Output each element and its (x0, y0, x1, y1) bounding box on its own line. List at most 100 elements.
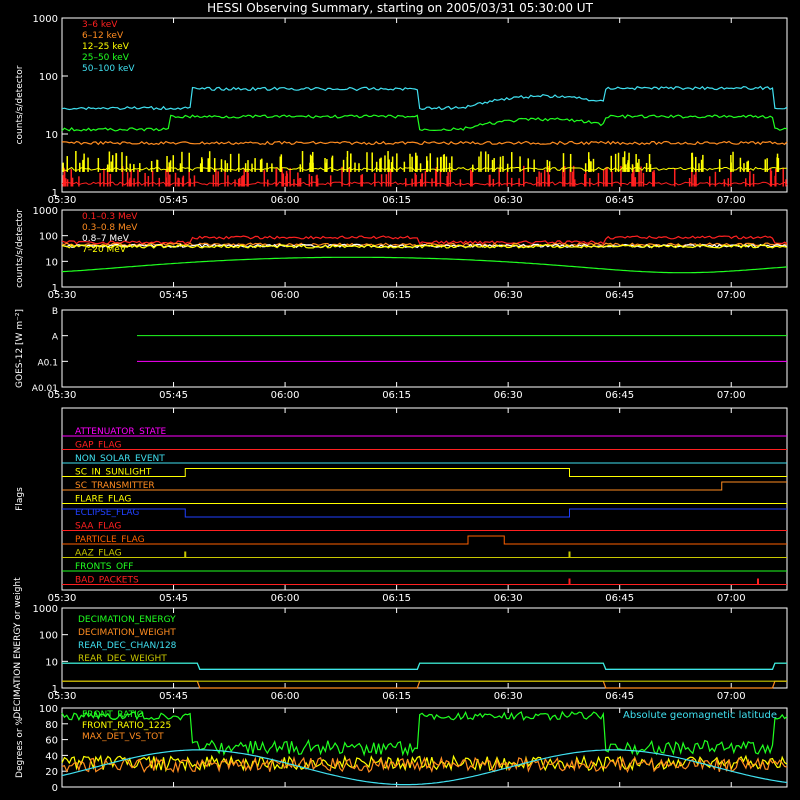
flag-label: BAD_PACKETS (75, 576, 139, 586)
series-trace (61, 244, 788, 249)
time-tick-label: 06:00 (271, 593, 300, 604)
series-trace (61, 754, 788, 773)
series-trace (61, 243, 788, 249)
legend-entry: 0.8–7 MeV (82, 234, 130, 244)
y-tick-label: 10 (45, 657, 58, 668)
series-trace (61, 235, 788, 245)
time-tick-label: 06:45 (605, 390, 634, 401)
panel-frame-highE (61, 209, 788, 288)
time-tick-label: 06:45 (605, 593, 634, 604)
legend-entry: FRONT_RATIO (82, 710, 144, 720)
time-tick-label: 06:15 (382, 195, 411, 206)
series-trace (61, 114, 788, 132)
time-tick-label: 06:15 (382, 593, 411, 604)
flag-label: PARTICLE_FLAG (75, 535, 145, 545)
flag-label: FRONTS_OFF (75, 562, 133, 572)
legend-entry: 12–25 keV (82, 42, 130, 52)
y-tick-label: 10 (45, 130, 58, 141)
legend-entry: FRONT_RATIO_1225 (82, 721, 171, 731)
series-trace (62, 662, 787, 671)
series-trace (61, 85, 788, 111)
flag-trace (62, 481, 787, 491)
y-tick-label: 20 (45, 767, 58, 778)
time-tick-label: 06:15 (382, 390, 411, 401)
time-tick-label: 06:00 (271, 195, 300, 206)
y-tick-label: 100 (39, 72, 58, 83)
series-trace (61, 166, 787, 172)
flag-label: AAZ_FLAG (75, 549, 122, 559)
y-tick-label: 0 (52, 783, 58, 794)
y-tick-label: 1000 (33, 14, 58, 25)
time-tick-label: 05:30 (48, 290, 77, 301)
series-trace (61, 749, 788, 786)
legend-entry: 0.3–0.8 MeV (82, 223, 138, 233)
time-tick-label: 05:30 (48, 390, 77, 401)
time-tick-label: 06:00 (271, 390, 300, 401)
time-tick-label: 05:45 (159, 593, 188, 604)
series-trace (61, 140, 788, 146)
y-axis-label: Degrees or % (15, 717, 25, 778)
flag-label: GAP_FLAG (75, 441, 121, 451)
series-trace (61, 710, 788, 757)
y-axis-label: Flags (15, 487, 25, 511)
time-tick-label: 06:00 (271, 290, 300, 301)
flag-trace (62, 468, 787, 477)
y-axis-label: DECIMATION ENERGY or weight (13, 577, 23, 719)
plot-title: HESSI Observing Summary, starting on 200… (207, 1, 593, 15)
y-tick-label: 80 (45, 720, 58, 731)
series-trace (61, 755, 788, 774)
flag-label: SC_TRANSMITTER (75, 481, 155, 491)
flag-trace (62, 535, 787, 545)
y-axis-label: counts/s/detector (15, 209, 25, 288)
series-trace (62, 662, 787, 671)
time-tick-label: 05:30 (48, 593, 77, 604)
time-tick-label: 07:00 (717, 593, 746, 604)
legend-entry: DECIMATION_ENERGY (78, 615, 176, 625)
time-tick-label: 06:45 (605, 691, 634, 702)
panel-frame-lowE (61, 17, 788, 193)
y-tick-label: 100 (39, 704, 58, 715)
time-tick-label: 05:45 (159, 195, 188, 206)
time-tick-label: 07:00 (717, 390, 746, 401)
y-tick-label: 1 (52, 283, 58, 294)
panel-frame-ratio (61, 707, 788, 788)
y-tick-label: 40 (45, 751, 58, 762)
flag-label: SC_IN_SUNLIGHT (75, 468, 152, 478)
flag-trace (62, 508, 787, 518)
legend-entry: 6–12 keV (82, 31, 124, 41)
series-trace (61, 256, 788, 274)
time-tick-label: 06:45 (605, 195, 634, 206)
time-tick-label: 06:30 (494, 593, 523, 604)
panel-frame-decim (61, 607, 788, 689)
y-tick-label: A0.1 (38, 358, 58, 368)
legend-entry: DECIMATION_WEIGHT (78, 628, 176, 638)
legend-entry: 0.1–0.3 MeV (82, 212, 138, 222)
legend-entry: REAR_DEC_CHAN/128 (78, 641, 177, 651)
time-tick-label: 07:00 (717, 195, 746, 206)
y-tick-label: A (52, 333, 59, 343)
time-tick-label: 06:15 (382, 691, 411, 702)
y-tick-label: 1 (52, 684, 58, 695)
panel-frame-flags (61, 407, 788, 591)
panel-frame-goes (61, 309, 788, 388)
legend-entry: REAR_DEC_WEIGHT (78, 654, 167, 664)
legend-entry: 50–100 keV (82, 64, 135, 74)
time-tick-label: 06:30 (494, 195, 523, 206)
time-tick-label: 05:30 (48, 195, 77, 206)
time-tick-label: 05:45 (159, 290, 188, 301)
time-tick-label: 05:45 (159, 390, 188, 401)
y-tick-label: 100 (39, 631, 58, 642)
flag-label: SAA_FLAG (75, 522, 121, 532)
time-tick-label: 06:15 (382, 290, 411, 301)
time-tick-label: 06:45 (605, 290, 634, 301)
legend-entry: MAX_DET_VS_TOT (82, 732, 164, 742)
legend-entry: 3–6 keV (82, 20, 118, 30)
flag-label: FLARE_FLAG (75, 495, 131, 505)
flag-label: ECLIPSE_FLAG (75, 508, 139, 518)
time-tick-label: 05:45 (159, 691, 188, 702)
y-axis-label: counts/s/detector (15, 65, 25, 144)
time-tick-label: 06:30 (494, 691, 523, 702)
series-trace (61, 181, 788, 186)
series-trace (62, 680, 787, 689)
